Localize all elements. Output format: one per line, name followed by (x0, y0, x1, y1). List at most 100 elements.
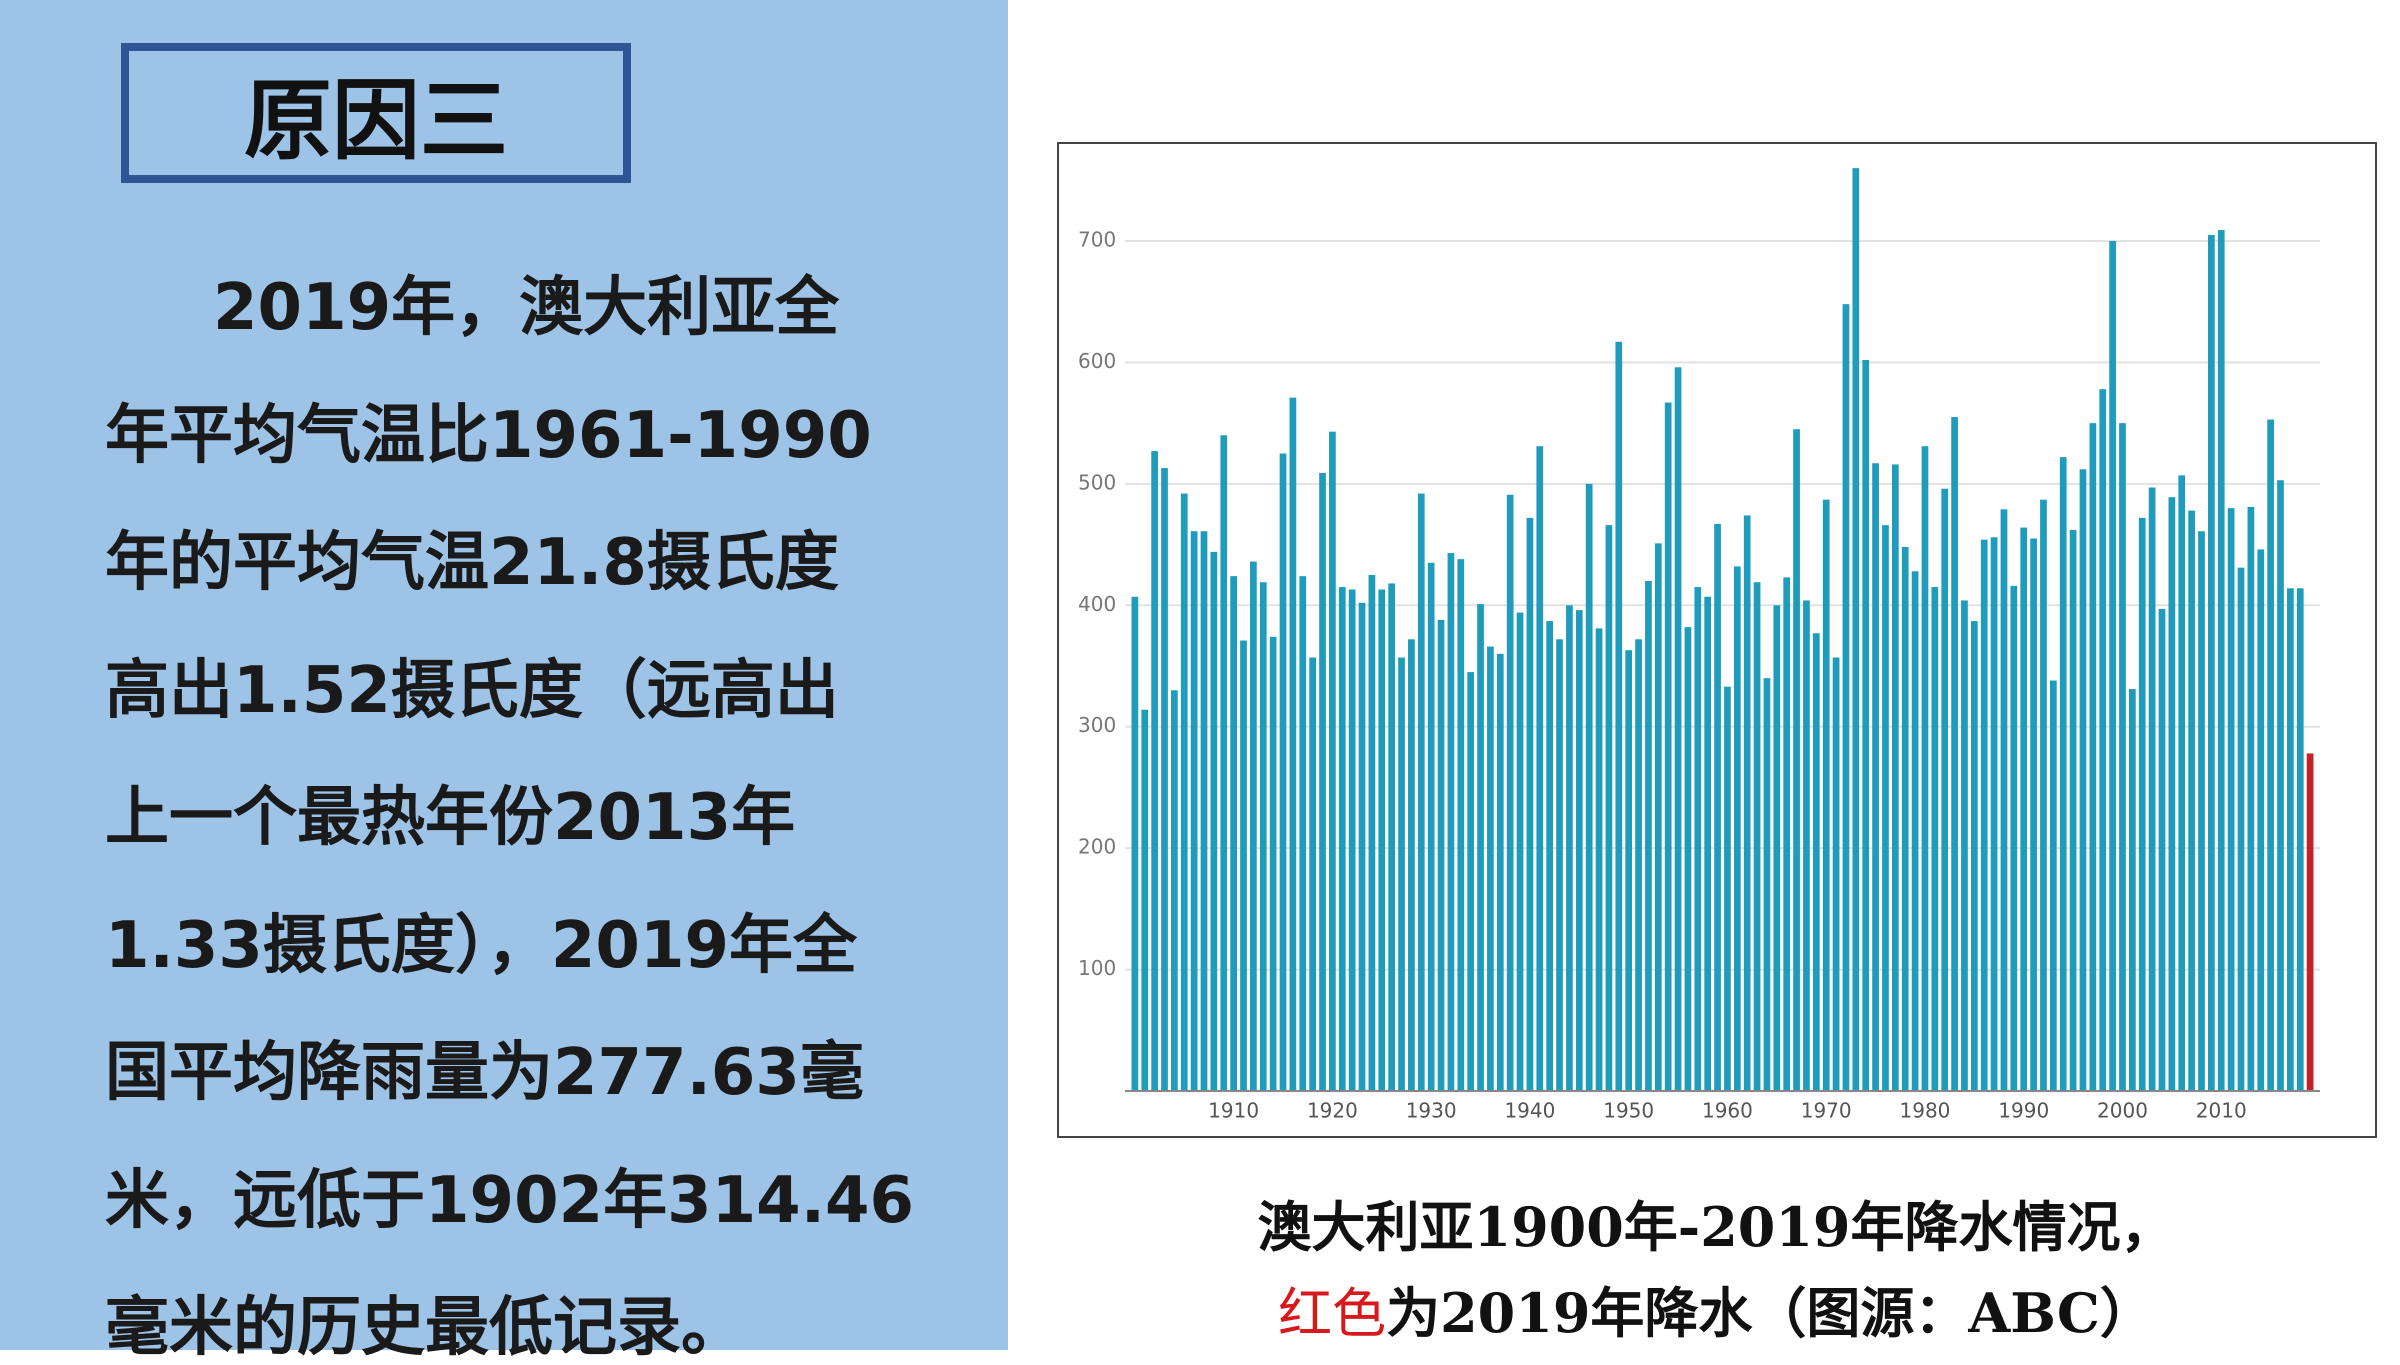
bar (1358, 602, 1366, 1091)
bar (2020, 527, 2028, 1091)
text-run: 1.33摄氏度），2019年全 (105, 908, 858, 983)
x-tick-label: 2000 (2097, 1099, 2148, 1123)
bar (2158, 608, 2166, 1091)
bar (2217, 230, 2225, 1092)
bar (1901, 547, 1909, 1091)
text-run: 为2019年降水（图源：ABC） (1386, 1281, 2154, 1345)
bar (2079, 469, 2087, 1091)
bar (1763, 678, 1771, 1091)
bar (1378, 589, 1386, 1091)
bar (1891, 464, 1899, 1091)
bar (1921, 446, 1929, 1091)
bar (2049, 680, 2057, 1091)
bar (1496, 653, 1504, 1091)
text-line: 上一个最热年份2013年 (105, 786, 795, 850)
bar (1546, 621, 1554, 1091)
bar (1793, 429, 1800, 1091)
bar (2267, 419, 2274, 1091)
bar (1625, 650, 1633, 1091)
text-run: 米，远 (105, 1163, 297, 1238)
text-run: （远高出 (582, 653, 839, 728)
text-line: 高出1.52摄氏度（远高出 (105, 659, 839, 723)
bar (1615, 341, 1623, 1091)
bar (1190, 531, 1198, 1091)
bar (1506, 494, 1514, 1091)
bar (1753, 582, 1761, 1091)
bar (2247, 506, 2255, 1091)
bar (1842, 304, 1850, 1092)
bar (1259, 582, 1267, 1091)
bar (1605, 525, 1613, 1091)
bar (1872, 463, 1879, 1091)
bar (1417, 493, 1425, 1092)
y-tick-label: 200 (1078, 835, 1116, 859)
text-run: 红色 (1278, 1282, 1387, 1345)
bar (2119, 423, 2126, 1092)
bar (2030, 538, 2037, 1091)
bar (1556, 639, 1563, 1091)
bar (1269, 636, 1277, 1091)
bar (2128, 689, 2136, 1091)
bar (2287, 588, 2294, 1091)
title: 原因三 (243, 68, 508, 172)
bar (1852, 168, 1860, 1092)
bar (2178, 475, 2186, 1091)
text-run: 国平均降雨量为277.63毫 (105, 1036, 864, 1110)
bar (1240, 640, 1247, 1091)
text-run: 1902年314.46 (425, 1163, 915, 1238)
text-line: 米，远低于1902年314.46 (105, 1169, 914, 1233)
bar (2059, 457, 2067, 1092)
text-line: 年平均气温比1961-1990 (105, 404, 872, 468)
bar (1319, 472, 1326, 1091)
text-run: 2019年，澳大利亚全 (213, 271, 840, 345)
text-run: 高出1.52摄氏度 (105, 653, 583, 728)
bar (1536, 446, 1544, 1091)
x-tick-label: 1960 (1702, 1099, 1753, 1123)
bar (2208, 234, 2215, 1091)
bar (1171, 690, 1178, 1091)
bar (1714, 523, 1721, 1091)
bar (2277, 480, 2284, 1091)
y-tick-label: 700 (1078, 228, 1116, 252)
y-tick-label: 400 (1078, 592, 1116, 616)
bar (1427, 562, 1435, 1091)
bar (1990, 537, 1998, 1091)
bar (1398, 657, 1405, 1091)
bar (1250, 561, 1257, 1091)
bar (1674, 367, 1682, 1091)
bar (2109, 241, 2116, 1091)
bar (1141, 709, 1149, 1091)
text-line: 国平均降雨量为277.63毫 (105, 1041, 864, 1105)
bar (1635, 639, 1642, 1091)
bar (1822, 499, 1830, 1092)
bar (1931, 587, 1939, 1091)
bar (1654, 543, 1662, 1091)
text-line: 毫米的历史最低记录。 (105, 1296, 745, 1360)
bar (1220, 435, 1228, 1091)
text-line: 2019年，澳大利亚全 (213, 276, 839, 340)
bar (1151, 451, 1158, 1092)
text-run: 年的平均气温21.8摄氏度 (105, 526, 839, 600)
bar (1309, 657, 1317, 1091)
x-tick-label: 1940 (1504, 1099, 1555, 1123)
y-tick-label: 300 (1078, 713, 1116, 737)
text-line: 年的平均气温21.8摄氏度 (105, 531, 839, 595)
text-line: 澳大利亚1900年-2019年降水情况， (1057, 1200, 2375, 1255)
text-panel: 原因三 2019年，澳大利亚全年平均气温比1961-1990 年的平均气温21.8… (0, 0, 1008, 1360)
bar (1348, 589, 1356, 1091)
bar (1516, 612, 1524, 1091)
bar (2010, 585, 2018, 1091)
bar (1575, 610, 1583, 1091)
bar (2148, 487, 2156, 1091)
bar (1131, 596, 1139, 1091)
bar (1783, 577, 1791, 1091)
bar (1882, 525, 1889, 1091)
y-tick-label: 100 (1078, 956, 1116, 980)
bar (1645, 581, 1652, 1091)
x-tick-label: 1990 (1998, 1099, 2049, 1123)
bar (1733, 566, 1741, 1091)
bar (2099, 389, 2107, 1092)
bar (1941, 488, 1949, 1091)
bar (1457, 559, 1465, 1091)
